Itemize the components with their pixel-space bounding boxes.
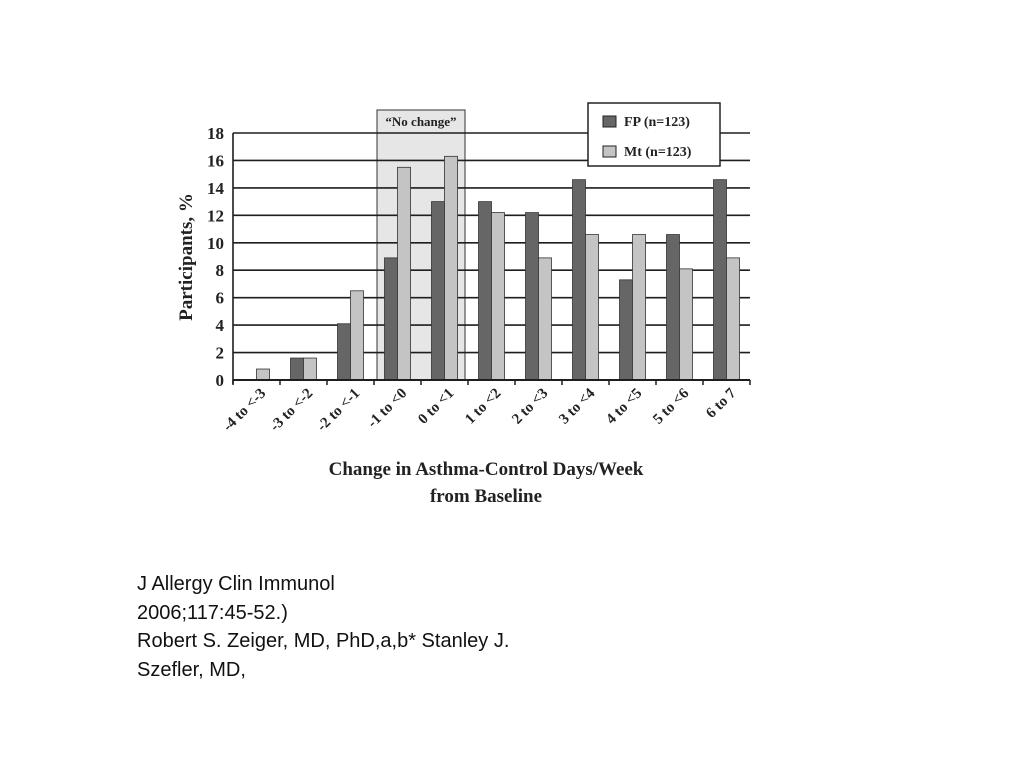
y-tick-label: 2 [216, 344, 225, 363]
y-tick-label: 10 [207, 234, 224, 253]
y-tick-label: 4 [216, 316, 225, 335]
bar-chart: “No change” 0 2 4 6 8 10 12 14 16 18 -4 to <-3-3 … [176, 102, 751, 507]
x-tick-label: -1 to <0 [365, 386, 411, 432]
y-tick-label: 14 [207, 179, 225, 198]
x-tick-label: -3 to <-2 [267, 386, 316, 435]
bars [256, 155, 740, 381]
x-tick-label: 5 to <6 [650, 385, 692, 427]
y-axis-ticks: 0 2 4 6 8 10 12 14 16 18 [207, 124, 225, 390]
bar-fp [478, 201, 492, 381]
legend-swatch-mt [602, 145, 617, 158]
y-tick-label: 8 [216, 261, 225, 280]
x-tick-label: 1 to <2 [462, 386, 504, 428]
bar-mt [726, 257, 740, 381]
legend: FP (n=123) Mt (n=123) [587, 102, 721, 167]
bar-mt [679, 268, 693, 381]
axes [232, 133, 751, 385]
bar-mt [632, 234, 646, 381]
bar-fp [666, 234, 680, 381]
bar-fp [337, 323, 351, 381]
x-tick-label: -4 to <-3 [220, 386, 269, 435]
bar-fp [431, 201, 445, 381]
bar-mt [585, 234, 599, 381]
y-tick-label: 0 [216, 371, 225, 390]
bar-mt [350, 290, 364, 381]
bar-fp [384, 257, 398, 381]
citation-line: J Allergy Clin Immunol [137, 573, 335, 595]
x-axis-tick-labels: -4 to <-3-3 to <-2-2 to <-1 -1 to <0 0 to … [220, 385, 740, 435]
y-tick-label: 16 [207, 151, 224, 170]
bar-mt [397, 166, 411, 381]
x-tick-label: 6 to 7 [703, 385, 739, 421]
citation-line: Szefler, MD, [137, 658, 246, 681]
bar-fp [525, 212, 539, 381]
bar-mt [491, 212, 505, 381]
y-axis-title: Participants, % [176, 193, 197, 321]
citation: J Allergy Clin Immunol 2006;117:45-52.) … [137, 570, 657, 684]
bar-fp [619, 279, 633, 381]
bar-fp [290, 357, 304, 381]
x-tick-label: 4 to <5 [603, 386, 645, 428]
bar-mt [444, 155, 458, 381]
citation-line: Robert S. Zeiger, MD, PhD,a,b* Stanley J… [137, 630, 510, 652]
bar-fp [713, 179, 727, 381]
legend-swatch-fp [602, 115, 617, 128]
legend-label-mt: Mt (n=123) [624, 145, 692, 160]
citation-line: 2006;117:45-52.) [137, 601, 288, 624]
bar-mt [256, 368, 270, 381]
x-tick-label: -2 to <-1 [314, 386, 363, 435]
y-tick-label: 18 [207, 124, 224, 143]
x-tick-label: 0 to <1 [415, 386, 457, 428]
x-tick-label: 3 to <4 [556, 385, 598, 427]
x-tick-label: 2 to <3 [509, 386, 551, 428]
bar-mt [538, 257, 552, 381]
legend-label-fp: FP (n=123) [624, 115, 690, 130]
y-tick-label: 12 [207, 206, 224, 225]
no-change-label: “No change” [385, 114, 456, 129]
x-axis-title-line2: from Baseline [430, 486, 542, 507]
y-tick-label: 6 [216, 289, 225, 308]
bar-mt [303, 357, 317, 381]
x-axis-title-line1: Change in Asthma-Control Days/Week [329, 459, 644, 480]
bar-fp [572, 179, 586, 381]
